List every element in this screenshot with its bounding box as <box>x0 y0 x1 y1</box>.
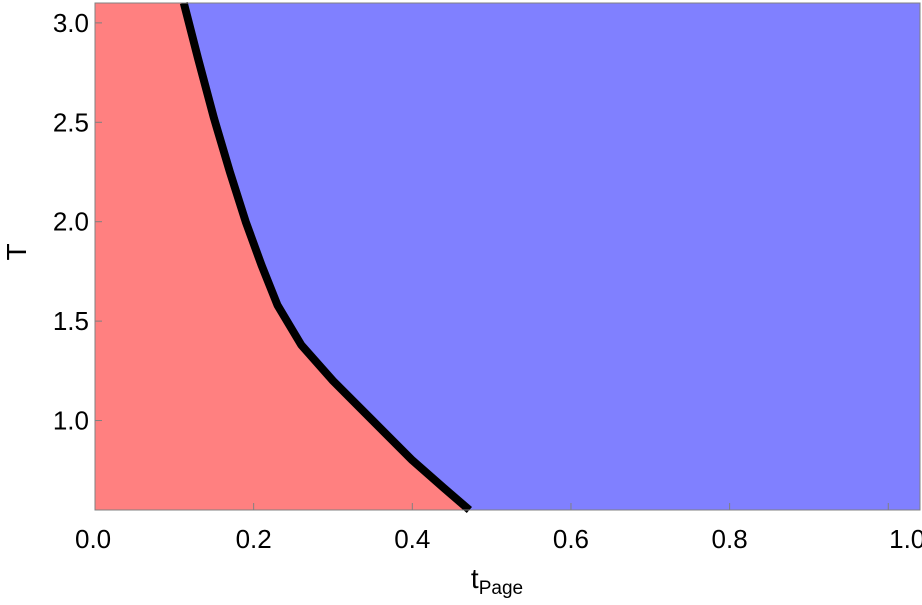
y-tick-label: 2.0 <box>53 207 89 237</box>
plot-area <box>94 2 921 514</box>
phase-boundary-line <box>179 2 473 514</box>
y-tick-label: 2.5 <box>53 107 89 137</box>
y-tick-label: 1.0 <box>53 406 89 436</box>
y-tick-label: 1.5 <box>53 306 89 336</box>
x-axis-label-subscript: Page <box>479 578 523 599</box>
region-left <box>95 3 470 510</box>
x-tick-label: 0.4 <box>394 524 430 554</box>
x-tick-label: 0.6 <box>553 524 589 554</box>
y-axis-ticks: 1.0 1.5 2.0 2.5 3.0 <box>53 8 102 436</box>
x-tick-label: 0.2 <box>236 524 272 554</box>
x-axis-label-main: t <box>471 563 479 594</box>
x-axis-label: tPage <box>471 563 523 599</box>
x-tick-label: 0.8 <box>712 524 748 554</box>
x-axis-ticks: 0.0 0.2 0.4 0.6 0.8 1.0 <box>75 503 922 554</box>
y-axis-label: T <box>1 243 32 260</box>
x-tick-label: 0.0 <box>75 524 111 554</box>
x-tick-label: 1.0 <box>889 524 922 554</box>
y-tick-label: 3.0 <box>53 8 89 38</box>
plot-frame <box>94 2 921 511</box>
